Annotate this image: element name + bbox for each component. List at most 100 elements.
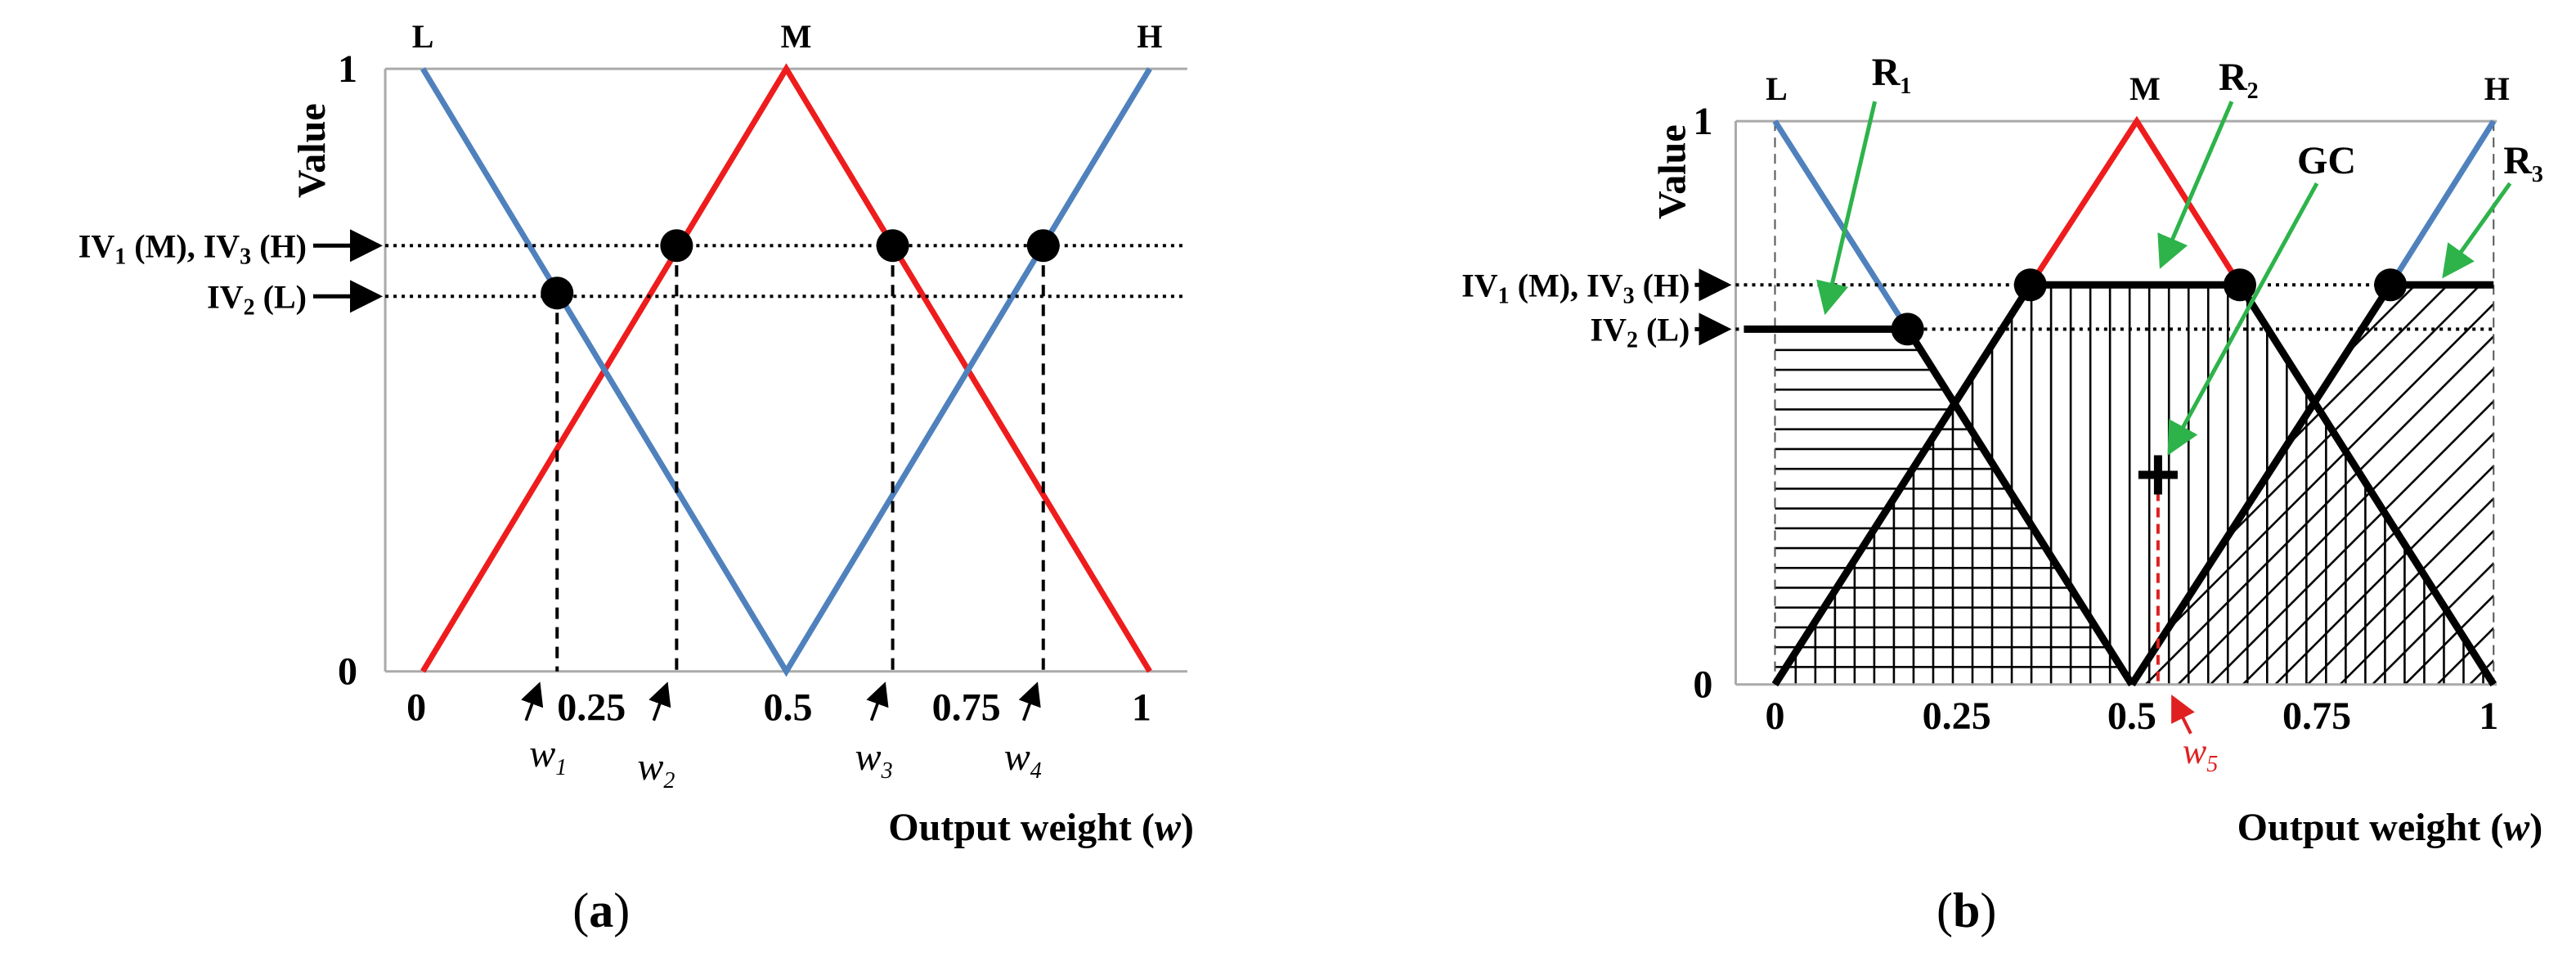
text-part: 2 (1627, 327, 1638, 353)
shape (648, 681, 671, 722)
label-h: H (2484, 70, 2510, 107)
text-part: a (589, 883, 613, 937)
text-part: ) (1181, 806, 1194, 849)
text-part: w (1004, 735, 1030, 779)
panel-a: L M H 1 0 Value IV1 (M), IV3 (H) IV2 (L)… (79, 18, 1194, 937)
text-part: w (637, 745, 663, 789)
w5-arrow (2171, 695, 2195, 735)
edge-lines (1774, 121, 2495, 685)
text-part: w (529, 732, 555, 775)
text-part: Output weight ( (2237, 806, 2504, 849)
text-part: (M), IV (1510, 267, 1623, 303)
y-tick: 1 (1693, 100, 1712, 143)
x-ticks: 0 0.25 0.5 0.75 1 (1765, 695, 2498, 738)
y-tick: 0 (1693, 663, 1712, 707)
text-part: 1 (1498, 283, 1510, 308)
y-axis-label: Value (1650, 124, 1694, 219)
text-part: R (2219, 56, 2248, 99)
text-part: IV (79, 227, 115, 264)
text-part: w (855, 735, 882, 779)
text-part: w (1155, 806, 1182, 849)
text-part: 2 (2247, 79, 2259, 104)
region-label: R1 (1872, 51, 1912, 99)
m-curve (420, 63, 1152, 673)
text-part: (L) (1638, 311, 1690, 348)
arrows (312, 229, 1041, 722)
iv-upper: IV1 (M), IV3 (H) (1461, 267, 1690, 308)
w-label: w4 (1004, 735, 1042, 784)
label-l: L (1766, 70, 1788, 107)
x-ticks: 0 0.25 0.5 0.75 1 (406, 686, 1151, 730)
x-tick: 0 (1765, 695, 1784, 738)
text-part: R (1872, 51, 1901, 94)
gc-label: GC (2297, 139, 2356, 182)
h-curve (2388, 119, 2497, 287)
shape (660, 229, 693, 263)
l-curve (1772, 119, 1910, 331)
text-part: 1 (114, 244, 126, 269)
text-part: 1 (1900, 74, 1911, 99)
axes (1734, 119, 2497, 686)
y-tick: 0 (338, 650, 357, 694)
text-part: R (2503, 139, 2533, 182)
text-part: ) (2529, 806, 2542, 849)
x-tick: 1 (2479, 695, 2498, 738)
x-tick: 0 (406, 686, 426, 730)
iv-lower: IV2 (L) (207, 278, 307, 320)
drop-lines (555, 245, 1045, 672)
points (541, 229, 1060, 310)
shape (541, 276, 574, 310)
text-part: w (2183, 731, 2207, 771)
text-part: IV (1591, 311, 1627, 348)
shape (1018, 681, 1041, 722)
text-part: 3 (2532, 162, 2543, 187)
caption: (b) (1936, 883, 1996, 937)
text-part: ) (1980, 883, 1996, 937)
text-part: w (2503, 806, 2530, 849)
region-label: R3 (2503, 139, 2543, 187)
points (1891, 268, 2408, 346)
shape (521, 681, 544, 722)
text-part: Output weight ( (888, 806, 1155, 849)
l-h-curve (420, 67, 1152, 677)
x-tick: 0.25 (1923, 695, 1991, 738)
level-lines (385, 244, 1187, 299)
w-label: w2 (637, 745, 675, 793)
x-tick: 0.25 (557, 686, 626, 730)
shape (876, 229, 909, 263)
x-tick: 0.75 (2282, 695, 2351, 738)
region-label: R2 (2219, 56, 2259, 104)
label-m: M (781, 18, 812, 55)
m-curve (2027, 115, 2242, 287)
y-tick: 1 (338, 47, 357, 91)
text-part: (M), IV (126, 227, 240, 264)
text-part: 3 (1623, 283, 1635, 308)
shape (2013, 268, 2047, 302)
x-axis-label: Output weight (w) (888, 806, 1194, 849)
text-part: 1 (555, 755, 567, 780)
gc-mark (2138, 455, 2178, 495)
w-label: w1 (529, 732, 567, 780)
green-arrows (1816, 101, 2512, 456)
x-tick: 0.5 (763, 686, 812, 730)
shape (1026, 229, 1060, 263)
shape (1771, 281, 2497, 687)
shape (2157, 101, 2234, 269)
text-part: (H) (1635, 267, 1690, 303)
y-axis-label: Value (290, 103, 334, 198)
text-part: 5 (2206, 752, 2218, 777)
label-l: L (412, 18, 434, 55)
text-part: ) (613, 883, 630, 937)
axes (384, 67, 1187, 673)
arrows (1694, 268, 1732, 346)
iv-lower: IV2 (L) (1591, 311, 1690, 353)
shape (2167, 182, 2319, 456)
x-tick: 0.75 (932, 686, 1001, 730)
label-h: H (1137, 18, 1162, 55)
text-part: 4 (1030, 758, 1042, 784)
x-axis-label: Output weight (w) (2237, 806, 2543, 849)
text-part: 2 (663, 768, 675, 793)
label-m: M (2129, 70, 2161, 107)
text-part: ( (572, 883, 589, 937)
